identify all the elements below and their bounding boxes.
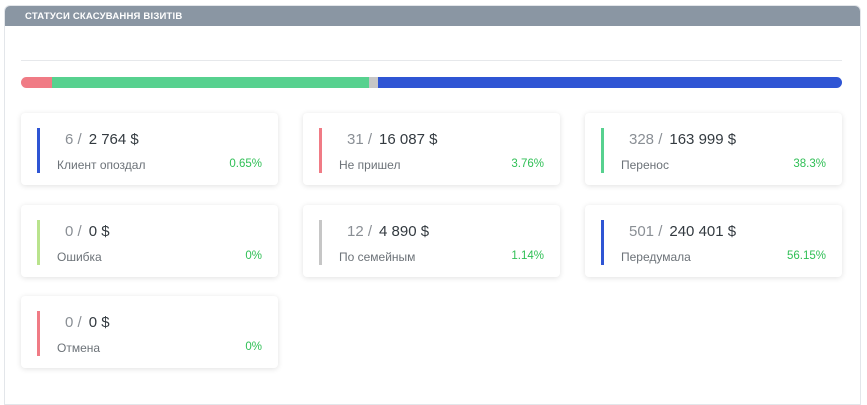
bar-segment <box>378 77 842 88</box>
status-count: 328 / <box>629 131 663 148</box>
status-label: Передумала <box>621 250 691 264</box>
bar-segment <box>52 77 369 88</box>
status-color-marker <box>601 128 604 173</box>
status-count: 31 / <box>347 131 373 148</box>
status-color-marker <box>319 220 322 265</box>
bar-segment <box>368 77 378 88</box>
status-amount: 0 $ <box>88 314 110 331</box>
status-amount: 163 999 $ <box>669 131 737 148</box>
bar-segment <box>21 77 53 88</box>
status-percentage: 3.76% <box>511 158 544 170</box>
status-color-marker <box>37 220 40 265</box>
status-amount: 0 $ <box>88 223 110 240</box>
status-count: 12 / <box>347 223 373 240</box>
cancellation-status-panel: СТАТУСИ СКАСУВАННЯ ВІЗИТІВ 6 / 2 764 $ Кли… <box>4 5 861 405</box>
status-label: Перенос <box>621 158 669 172</box>
status-card[interactable]: 328 / 163 999 $ Перенос 38.3% <box>585 113 842 185</box>
status-color-marker <box>319 128 322 173</box>
status-card[interactable]: 0 / 0 $ Ошибка 0% <box>21 205 278 277</box>
status-label: Не пришел <box>339 158 401 172</box>
divider <box>21 60 842 61</box>
status-card[interactable]: 31 / 16 087 $ Не пришел 3.76% <box>303 113 560 185</box>
status-percentage: 56.15% <box>786 250 826 262</box>
status-label: Ошибка <box>57 250 102 264</box>
status-label: Клиент опоздал <box>57 158 146 172</box>
status-color-marker <box>601 220 604 265</box>
status-amount: 2 764 $ <box>88 131 139 148</box>
status-card[interactable]: 501 / 240 401 $ Передумала 56.15% <box>585 205 842 277</box>
status-count: 0 / <box>65 314 82 331</box>
status-percentage: 0% <box>245 250 262 262</box>
status-amount: 16 087 $ <box>379 131 438 148</box>
status-distribution-bar <box>21 77 842 88</box>
status-count: 6 / <box>65 131 82 148</box>
status-percentage: 0% <box>245 341 262 353</box>
status-percentage: 38.3% <box>793 158 826 170</box>
status-color-marker <box>37 311 40 356</box>
status-amount: 240 401 $ <box>669 223 737 240</box>
status-count: 501 / <box>629 223 663 240</box>
status-percentage: 0.65% <box>229 158 262 170</box>
status-count: 0 / <box>65 223 82 240</box>
status-amount: 4 890 $ <box>379 223 430 240</box>
status-percentage: 1.14% <box>511 250 544 262</box>
status-label: По семейным <box>339 250 416 264</box>
status-color-marker <box>37 128 40 173</box>
status-card[interactable]: 12 / 4 890 $ По семейным 1.14% <box>303 205 560 277</box>
status-card[interactable]: 0 / 0 $ Отмена 0% <box>21 296 278 368</box>
status-card[interactable]: 6 / 2 764 $ Клиент опоздал 0.65% <box>21 113 278 185</box>
status-label: Отмена <box>57 341 101 355</box>
panel-title: СТАТУСИ СКАСУВАННЯ ВІЗИТІВ <box>5 6 860 26</box>
